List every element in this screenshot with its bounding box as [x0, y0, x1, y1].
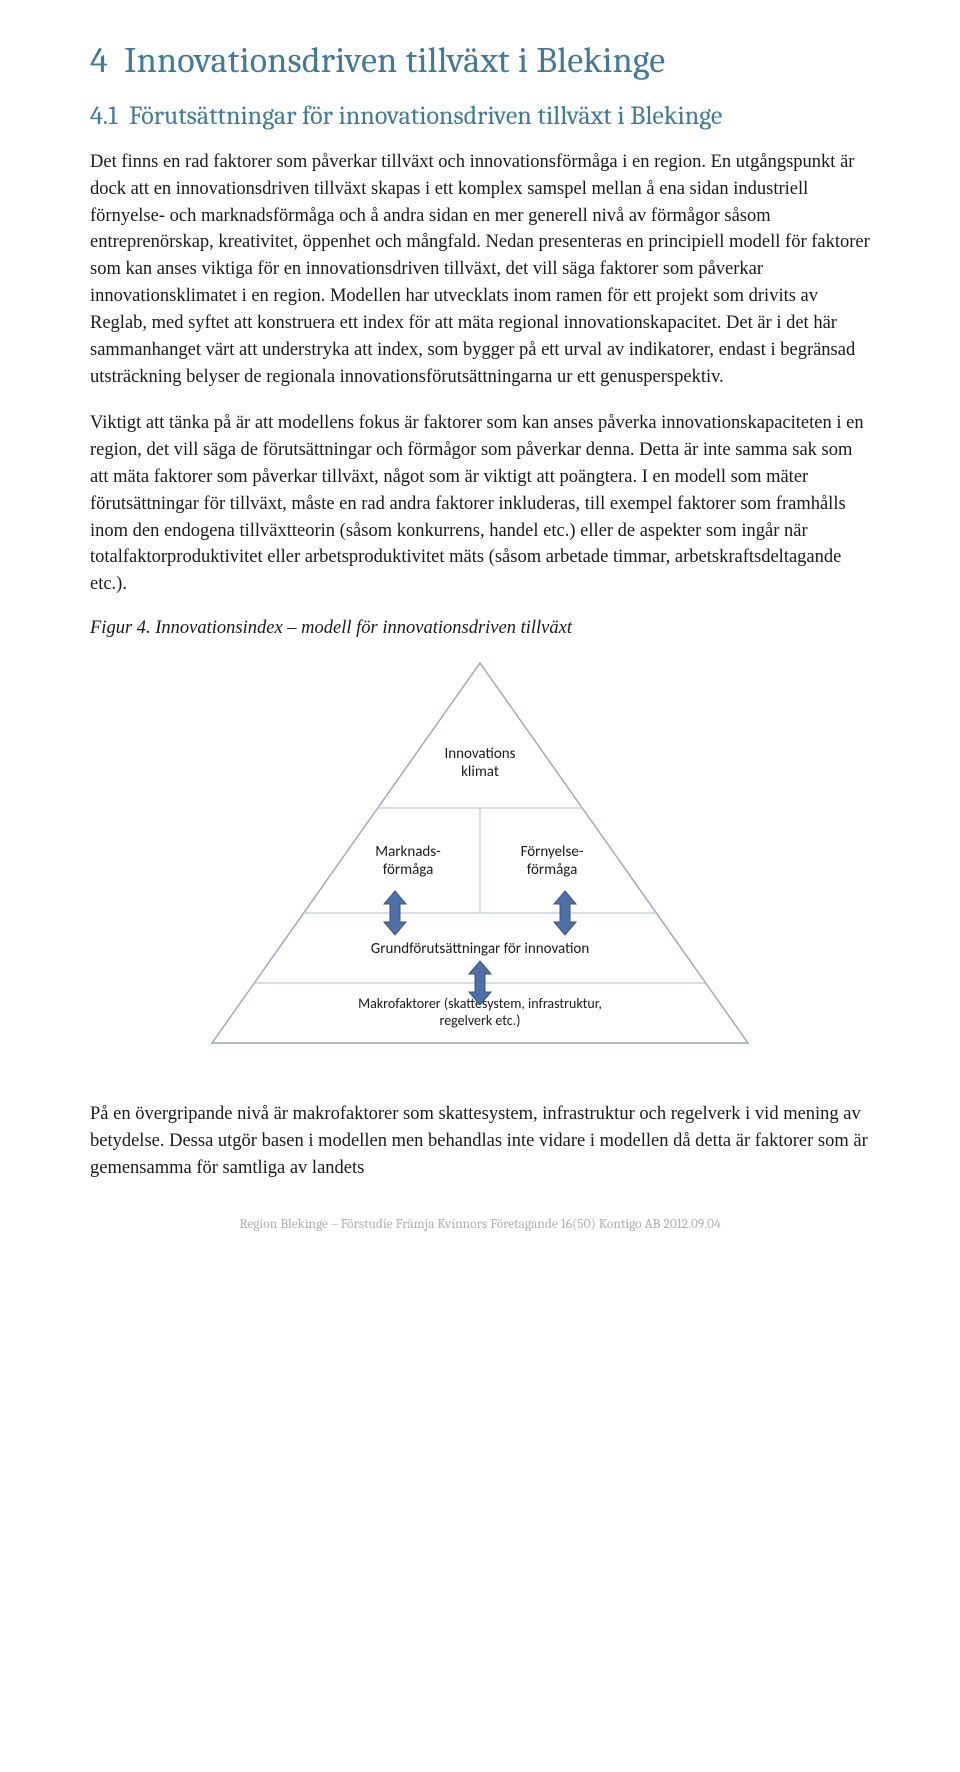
section-number: 4 [90, 40, 108, 81]
label-midright-1: Förnyelse- [521, 843, 584, 861]
figure-caption: Figur 4. Innovationsindex – modell för i… [90, 618, 870, 639]
paragraph-2: Viktigt att tänka på är att modellens fo… [90, 410, 870, 598]
label-midright-2: förmåga [527, 861, 578, 879]
subsection-title: Förutsättningar för innovationsdriven ti… [129, 101, 722, 131]
label-top-1: Innovations [444, 745, 515, 763]
label-top-2: klimat [461, 763, 499, 781]
page-footer: Region Blekinge – Förstudie Främja Kvinn… [90, 1217, 870, 1232]
section-heading: 4 Innovationsdriven tillväxt i Blekinge [90, 40, 870, 81]
label-midleft-2: förmåga [383, 861, 434, 879]
section-title: Innovationsdriven tillväxt i Blekinge [124, 40, 665, 81]
subsection-number: 4.1 [90, 101, 118, 131]
pyramid-svg: Innovations klimat Marknads- förmåga För… [200, 653, 760, 1053]
label-base-2: regelverk etc.) [440, 1012, 521, 1029]
paragraph-1: Det finns en rad faktorer som påverkar t… [90, 149, 870, 390]
label-midleft-1: Marknads- [375, 843, 441, 861]
subsection-heading: 4.1 Förutsättningar för innovationsdrive… [90, 101, 870, 131]
pyramid-diagram: Innovations klimat Marknads- förmåga För… [90, 653, 870, 1053]
label-lower: Grundförutsättningar för innovation [371, 940, 589, 958]
paragraph-3: På en övergripande nivå är makrofaktorer… [90, 1101, 870, 1181]
